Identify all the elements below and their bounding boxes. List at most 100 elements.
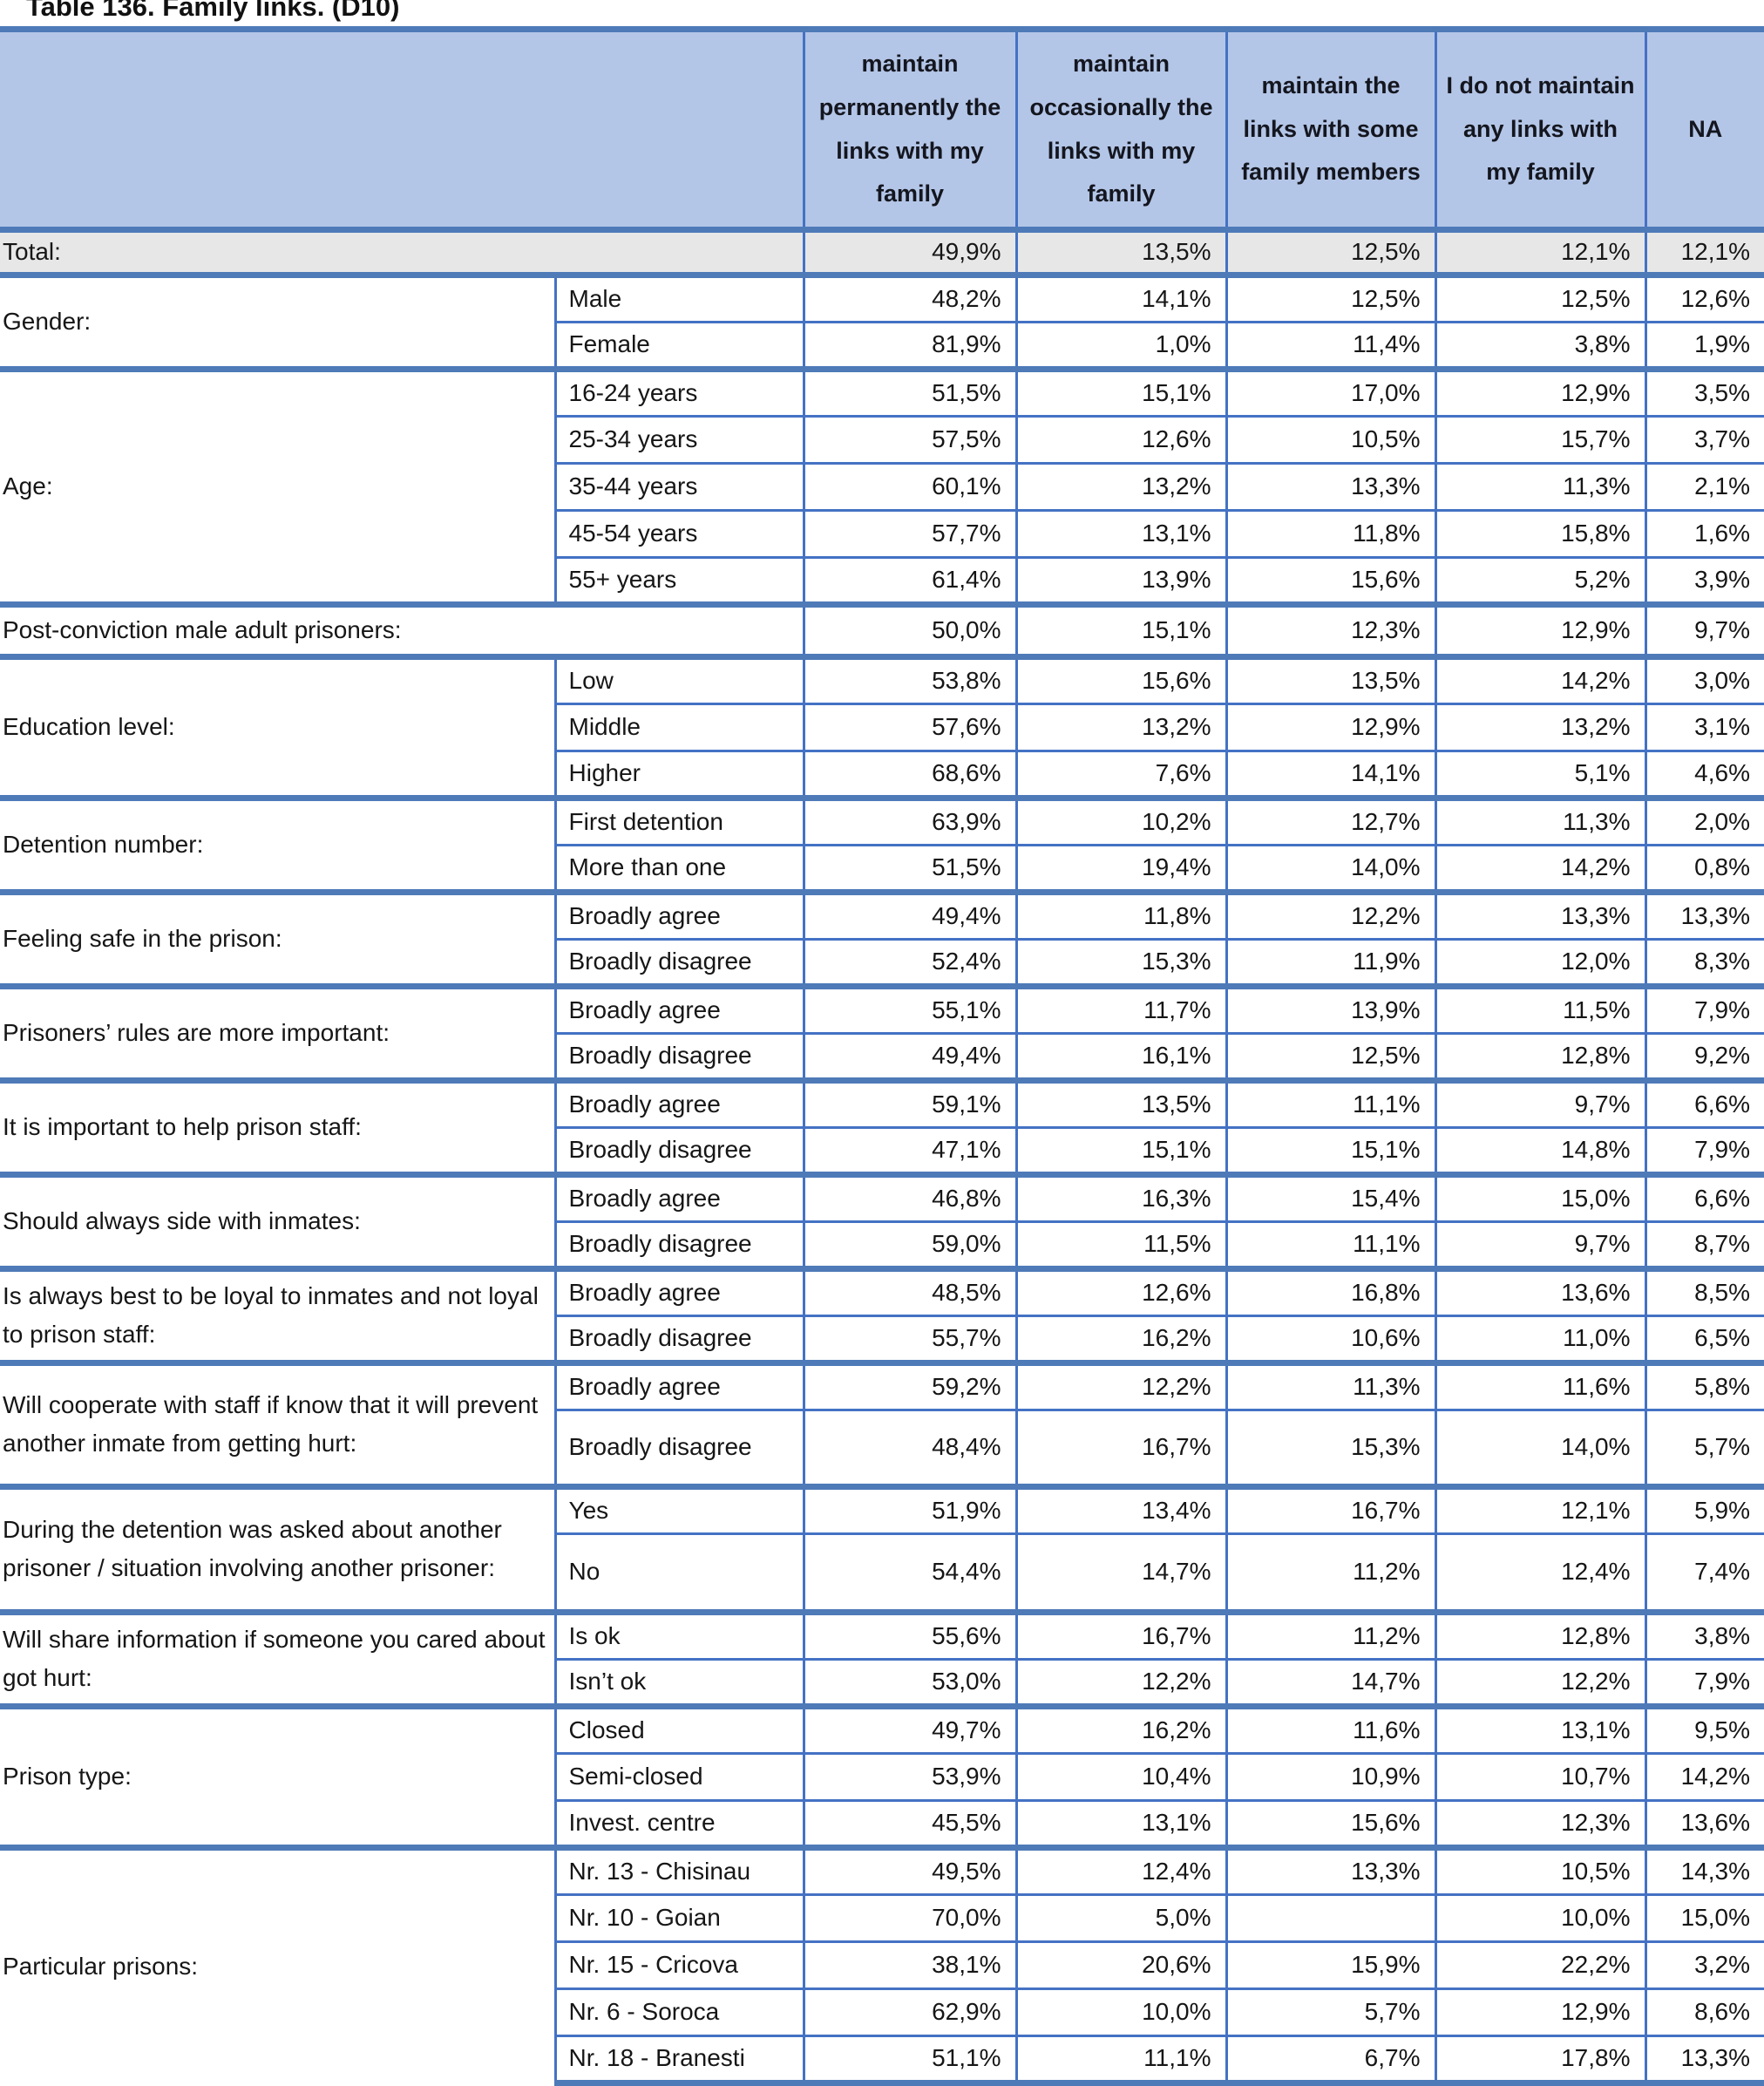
group-label: Post-conviction male adult prisoners:	[0, 601, 804, 657]
value-cell: 8,3%	[1644, 937, 1764, 987]
group-label: Age:	[0, 365, 555, 605]
row-sublabel: Nr. 6 - Soroca	[553, 1987, 804, 2036]
value-cell: 53,8%	[802, 653, 1016, 704]
row-sublabel: Broadly agree	[553, 982, 804, 1034]
value-cell: 70,0%	[802, 1892, 1016, 1942]
value-cell: 68,6%	[802, 749, 1016, 798]
value-cell: 15,1%	[1014, 1125, 1226, 1175]
row-sublabel: Invest. centre	[553, 1798, 804, 1848]
value-cell: 12,2%	[1014, 1359, 1226, 1410]
value-cell: 3,2%	[1644, 1940, 1764, 1989]
value-cell: 48,2%	[802, 271, 1016, 323]
value-cell: 55,7%	[802, 1314, 1016, 1363]
value-cell: 55,6%	[802, 1608, 1016, 1660]
value-cell: 13,1%	[1014, 1798, 1226, 1848]
value-cell: 6,5%	[1644, 1314, 1764, 1363]
value-cell: 12,7%	[1225, 794, 1435, 846]
table-caption-clip: Table 136. Family links. (D10)	[0, 0, 1764, 26]
value-cell: 57,7%	[802, 508, 1016, 558]
table-row: During the detention was asked about ano…	[0, 1483, 1764, 1613]
group-label: Detention number:	[0, 794, 555, 893]
table-row: Nr. 15 - Cricova 38,1% 20,6% 15,9% 22,2% 3,2%	[0, 1940, 1764, 1989]
value-cell: 11,8%	[1014, 888, 1226, 940]
group-label: Is always best to be loyal to inmates an…	[0, 1265, 555, 1363]
value-cell: 59,2%	[802, 1359, 1016, 1410]
value-cell: 16,1%	[1014, 1031, 1226, 1081]
value-cell: 16,7%	[1014, 1608, 1226, 1660]
table-row: 55+ years 61,4% 13,9% 15,6% 5,2% 3,9%	[0, 555, 1764, 605]
row-sublabel: Broadly agree	[553, 1171, 804, 1222]
row-sublabel: Nr. 10 - Goian	[553, 1892, 804, 1942]
value-cell: 0,8%	[1644, 843, 1764, 893]
value-cell: 16,3%	[1014, 1171, 1226, 1222]
row-sublabel: Higher	[553, 749, 804, 798]
value-cell: 13,2%	[1014, 461, 1226, 511]
value-cell: 15,0%	[1434, 1171, 1645, 1222]
value-cell: 11,5%	[1434, 982, 1645, 1034]
value-cell: 3,5%	[1644, 365, 1764, 417]
value-cell: 54,4%	[802, 1532, 1016, 1613]
value-cell: 12,3%	[1225, 601, 1435, 657]
table-row: Nr. 6 - Soroca 62,9% 10,0% 5,7% 12,9% 8,6%	[0, 1987, 1764, 2036]
column-header: maintain the links with some family memb…	[1225, 26, 1435, 233]
row-sublabel: Broadly agree	[553, 1359, 804, 1410]
value-cell: 52,4%	[802, 937, 1016, 987]
table-row: Broadly disagree 47,1% 15,1% 15,1% 14,8% 7,9%	[0, 1125, 1764, 1175]
group-label: It is important to help prison staff:	[0, 1077, 555, 1175]
value-cell: 2,0%	[1644, 794, 1764, 846]
value-cell: 10,5%	[1225, 414, 1435, 464]
group-label: Particular prisons:	[0, 1844, 555, 2083]
row-sublabel: Nr. 18 - Branesti	[553, 2034, 804, 2086]
row-sublabel: Broadly disagree	[553, 1220, 804, 1269]
table-row: Should always side with inmates: Broadly …	[0, 1171, 1764, 1269]
value-cell: 17,8%	[1434, 2034, 1645, 2086]
table-row: Total: 49,9% 13,5% 12,5% 12,1% 12,1%	[0, 227, 1764, 275]
table-row: Nr. 18 - Branesti 51,1% 11,1% 6,7% 17,8% 13,3…	[0, 2034, 1764, 2086]
value-cell: 15,8%	[1434, 508, 1645, 558]
value-cell: 12,9%	[1434, 601, 1645, 657]
value-cell: 7,9%	[1644, 1657, 1764, 1707]
row-sublabel: Nr. 13 - Chisinau	[553, 1844, 804, 1895]
row-sublabel: 45-54 years	[553, 508, 804, 558]
table-row: More than one 51,5% 19,4% 14,0% 14,2% 0,8%	[0, 843, 1764, 893]
table-row: Gender: Male 48,2% 14,1% 12,5% 12,5% 12,6%	[0, 271, 1764, 370]
value-cell: 13,6%	[1434, 1265, 1645, 1316]
value-cell: 12,2%	[1434, 1657, 1645, 1707]
value-cell: 81,9%	[802, 320, 1016, 370]
table-row: No 54,4% 14,7% 11,2% 12,4% 7,4%	[0, 1532, 1764, 1613]
value-cell: 11,1%	[1225, 1220, 1435, 1269]
value-cell: 13,3%	[1644, 888, 1764, 940]
value-cell: 10,7%	[1434, 1751, 1645, 1801]
value-cell: 11,0%	[1434, 1314, 1645, 1363]
value-cell: 46,8%	[802, 1171, 1016, 1222]
row-sublabel: More than one	[553, 843, 804, 893]
value-cell: 5,8%	[1644, 1359, 1764, 1410]
table-row: Education level: Low 53,8% 15,6% 13,5% 14,2% 3…	[0, 653, 1764, 798]
value-cell: 13,9%	[1014, 555, 1226, 605]
value-cell: 11,2%	[1225, 1532, 1435, 1613]
value-cell: 10,6%	[1225, 1314, 1435, 1363]
column-header: maintain occasionally the links with my …	[1014, 26, 1226, 233]
value-cell: 1,6%	[1644, 508, 1764, 558]
table-row: Middle 57,6% 13,2% 12,9% 13,2% 3,1%	[0, 702, 1764, 751]
value-cell: 12,5%	[1225, 1031, 1435, 1081]
value-cell: 9,7%	[1434, 1077, 1645, 1128]
table-row: Nr. 10 - Goian 70,0% 5,0% 10,0% 15,0%	[0, 1892, 1764, 1942]
value-cell: 8,6%	[1644, 1987, 1764, 2036]
value-cell: 12,9%	[1434, 1987, 1645, 2036]
value-cell: 13,1%	[1014, 508, 1226, 558]
value-cell: 49,7%	[802, 1702, 1016, 1754]
value-cell: 49,4%	[802, 1031, 1016, 1081]
value-cell: 6,6%	[1644, 1171, 1764, 1222]
table-row: It is important to help prison staff: Bro…	[0, 1077, 1764, 1175]
value-cell: 60,1%	[802, 461, 1016, 511]
value-cell: 16,2%	[1014, 1702, 1226, 1754]
group-label: Education level:	[0, 653, 555, 798]
table-header: maintain permanently the links with my f…	[0, 26, 1764, 233]
value-cell: 13,2%	[1014, 702, 1226, 751]
value-cell: 22,2%	[1434, 1940, 1645, 1989]
value-cell: 10,0%	[1434, 1892, 1645, 1942]
value-cell: 3,8%	[1644, 1608, 1764, 1660]
value-cell: 16,7%	[1225, 1483, 1435, 1534]
group-label: Will share information if someone you ca…	[0, 1608, 555, 1707]
